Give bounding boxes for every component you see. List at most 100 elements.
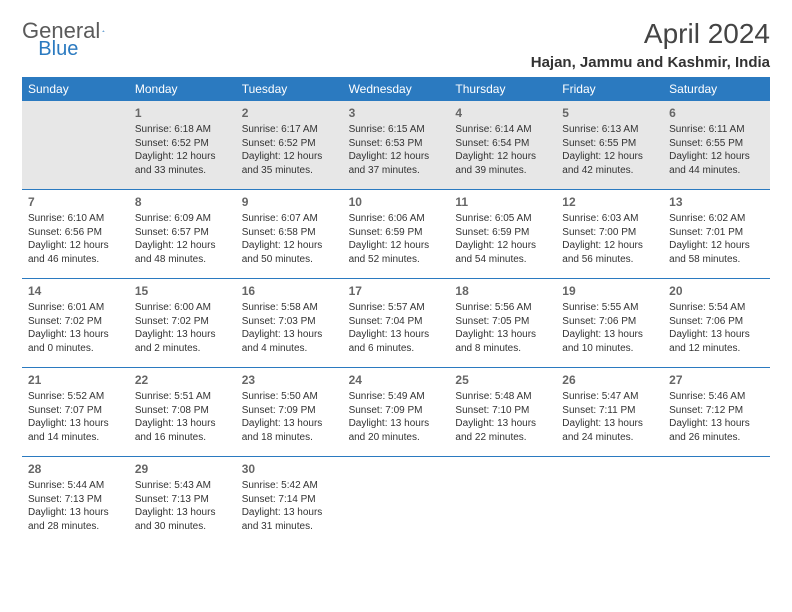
- day-info-line: and 12 minutes.: [669, 342, 764, 356]
- day-info-line: Sunset: 6:58 PM: [242, 226, 337, 240]
- day-info-line: and 10 minutes.: [562, 342, 657, 356]
- calendar-page: General Blue April 2024 Hajan, Jammu and…: [0, 0, 792, 555]
- day-info-line: Sunset: 7:06 PM: [562, 315, 657, 329]
- day-info-line: Sunset: 6:52 PM: [242, 137, 337, 151]
- day-info-line: Sunrise: 6:09 AM: [135, 212, 230, 226]
- day-info-line: Daylight: 13 hours: [242, 328, 337, 342]
- day-info-line: Sunset: 7:08 PM: [135, 404, 230, 418]
- location: Hajan, Jammu and Kashmir, India: [531, 54, 770, 71]
- day-info-line: and 30 minutes.: [135, 520, 230, 534]
- day-info-line: Daylight: 13 hours: [669, 328, 764, 342]
- day-cell: 15Sunrise: 6:00 AMSunset: 7:02 PMDayligh…: [129, 279, 236, 367]
- header: General Blue April 2024 Hajan, Jammu and…: [22, 18, 770, 71]
- day-number: 10: [349, 194, 444, 210]
- day-info-line: Sunrise: 5:43 AM: [135, 479, 230, 493]
- day-info-line: and 35 minutes.: [242, 164, 337, 178]
- day-info-line: Sunrise: 6:18 AM: [135, 123, 230, 137]
- day-info-line: Daylight: 13 hours: [135, 328, 230, 342]
- day-cell: 26Sunrise: 5:47 AMSunset: 7:11 PMDayligh…: [556, 368, 663, 456]
- day-number: 28: [28, 461, 123, 477]
- day-cell: 1Sunrise: 6:18 AMSunset: 6:52 PMDaylight…: [129, 101, 236, 189]
- day-info-line: Sunrise: 5:57 AM: [349, 301, 444, 315]
- day-number: 14: [28, 283, 123, 299]
- day-info-line: and 44 minutes.: [669, 164, 764, 178]
- day-info-line: Sunrise: 5:50 AM: [242, 390, 337, 404]
- day-info-line: Sunset: 7:10 PM: [455, 404, 550, 418]
- day-info-line: Sunrise: 6:03 AM: [562, 212, 657, 226]
- day-info-line: Daylight: 12 hours: [28, 239, 123, 253]
- day-info-line: Daylight: 13 hours: [242, 417, 337, 431]
- day-cell: [449, 457, 556, 545]
- day-info-line: Daylight: 13 hours: [349, 417, 444, 431]
- day-info-line: Sunset: 7:11 PM: [562, 404, 657, 418]
- day-info-line: Sunrise: 6:01 AM: [28, 301, 123, 315]
- day-cell: 6Sunrise: 6:11 AMSunset: 6:55 PMDaylight…: [663, 101, 770, 189]
- weekday-header: Saturday: [663, 77, 770, 101]
- week-row: 1Sunrise: 6:18 AMSunset: 6:52 PMDaylight…: [22, 101, 770, 189]
- day-info-line: Sunset: 6:59 PM: [455, 226, 550, 240]
- day-number: 20: [669, 283, 764, 299]
- day-info-line: Daylight: 12 hours: [562, 239, 657, 253]
- day-cell: 11Sunrise: 6:05 AMSunset: 6:59 PMDayligh…: [449, 190, 556, 278]
- day-info-line: Sunrise: 6:05 AM: [455, 212, 550, 226]
- day-cell: 12 Sunrise: 6:03 AMSunset: 7:00 PMDayligh…: [556, 190, 663, 278]
- day-info-line: and 50 minutes.: [242, 253, 337, 267]
- day-info-line: Sunset: 7:02 PM: [135, 315, 230, 329]
- day-info-line: and 14 minutes.: [28, 431, 123, 445]
- day-info-line: Sunrise: 6:14 AM: [455, 123, 550, 137]
- day-cell: 3Sunrise: 6:15 AMSunset: 6:53 PMDaylight…: [343, 101, 450, 189]
- day-cell: [556, 457, 663, 545]
- day-cell: 19Sunrise: 5:55 AMSunset: 7:06 PMDayligh…: [556, 279, 663, 367]
- day-info-line: Sunset: 7:07 PM: [28, 404, 123, 418]
- day-info-line: Daylight: 13 hours: [28, 506, 123, 520]
- day-info-line: Sunrise: 6:15 AM: [349, 123, 444, 137]
- day-info-line: and 18 minutes.: [242, 431, 337, 445]
- day-info-line: Sunset: 6:54 PM: [455, 137, 550, 151]
- day-info-line: Daylight: 12 hours: [242, 150, 337, 164]
- day-number: 5: [562, 105, 657, 121]
- day-info-line: and 26 minutes.: [669, 431, 764, 445]
- day-info-line: and 6 minutes.: [349, 342, 444, 356]
- day-info-line: Sunset: 7:09 PM: [349, 404, 444, 418]
- day-number: 22: [135, 372, 230, 388]
- day-info-line: Daylight: 13 hours: [562, 328, 657, 342]
- weekday-header: Friday: [556, 77, 663, 101]
- day-cell: 10Sunrise: 6:06 AMSunset: 6:59 PMDayligh…: [343, 190, 450, 278]
- day-info-line: Sunset: 7:13 PM: [135, 493, 230, 507]
- day-number: 12: [562, 194, 657, 210]
- day-number: 9: [242, 194, 337, 210]
- day-cell: 13Sunrise: 6:02 AMSunset: 7:01 PMDayligh…: [663, 190, 770, 278]
- day-info-line: Daylight: 12 hours: [135, 239, 230, 253]
- day-info-line: Sunset: 7:12 PM: [669, 404, 764, 418]
- weekday-header: Tuesday: [236, 77, 343, 101]
- day-info-line: and 8 minutes.: [455, 342, 550, 356]
- week-row: 14Sunrise: 6:01 AMSunset: 7:02 PMDayligh…: [22, 279, 770, 367]
- day-cell: 30Sunrise: 5:42 AMSunset: 7:14 PMDayligh…: [236, 457, 343, 545]
- day-info-line: Daylight: 13 hours: [669, 417, 764, 431]
- day-info-line: and 2 minutes.: [135, 342, 230, 356]
- day-info-line: Sunset: 7:02 PM: [28, 315, 123, 329]
- day-info-line: Daylight: 12 hours: [242, 239, 337, 253]
- day-info-line: Sunrise: 5:47 AM: [562, 390, 657, 404]
- day-info-line: Sunrise: 6:10 AM: [28, 212, 123, 226]
- day-cell: 21Sunrise: 5:52 AMSunset: 7:07 PMDayligh…: [22, 368, 129, 456]
- day-info-line: and 46 minutes.: [28, 253, 123, 267]
- day-info-line: Sunset: 6:52 PM: [135, 137, 230, 151]
- sail-icon: [102, 23, 105, 39]
- day-info-line: Daylight: 13 hours: [349, 328, 444, 342]
- weekday-header: Wednesday: [343, 77, 450, 101]
- day-info-line: Sunset: 7:00 PM: [562, 226, 657, 240]
- day-info-line: and 54 minutes.: [455, 253, 550, 267]
- day-number: 1: [135, 105, 230, 121]
- day-info-line: Sunrise: 5:54 AM: [669, 301, 764, 315]
- day-info-line: Sunset: 7:06 PM: [669, 315, 764, 329]
- day-info-line: Daylight: 12 hours: [455, 150, 550, 164]
- day-cell: 16Sunrise: 5:58 AMSunset: 7:03 PMDayligh…: [236, 279, 343, 367]
- day-cell: 14Sunrise: 6:01 AMSunset: 7:02 PMDayligh…: [22, 279, 129, 367]
- title-block: April 2024 Hajan, Jammu and Kashmir, Ind…: [531, 18, 770, 71]
- day-number: 11: [455, 194, 550, 210]
- day-info-line: Sunrise: 5:49 AM: [349, 390, 444, 404]
- day-number: 26: [562, 372, 657, 388]
- day-info-line: and 58 minutes.: [669, 253, 764, 267]
- day-info-line: and 42 minutes.: [562, 164, 657, 178]
